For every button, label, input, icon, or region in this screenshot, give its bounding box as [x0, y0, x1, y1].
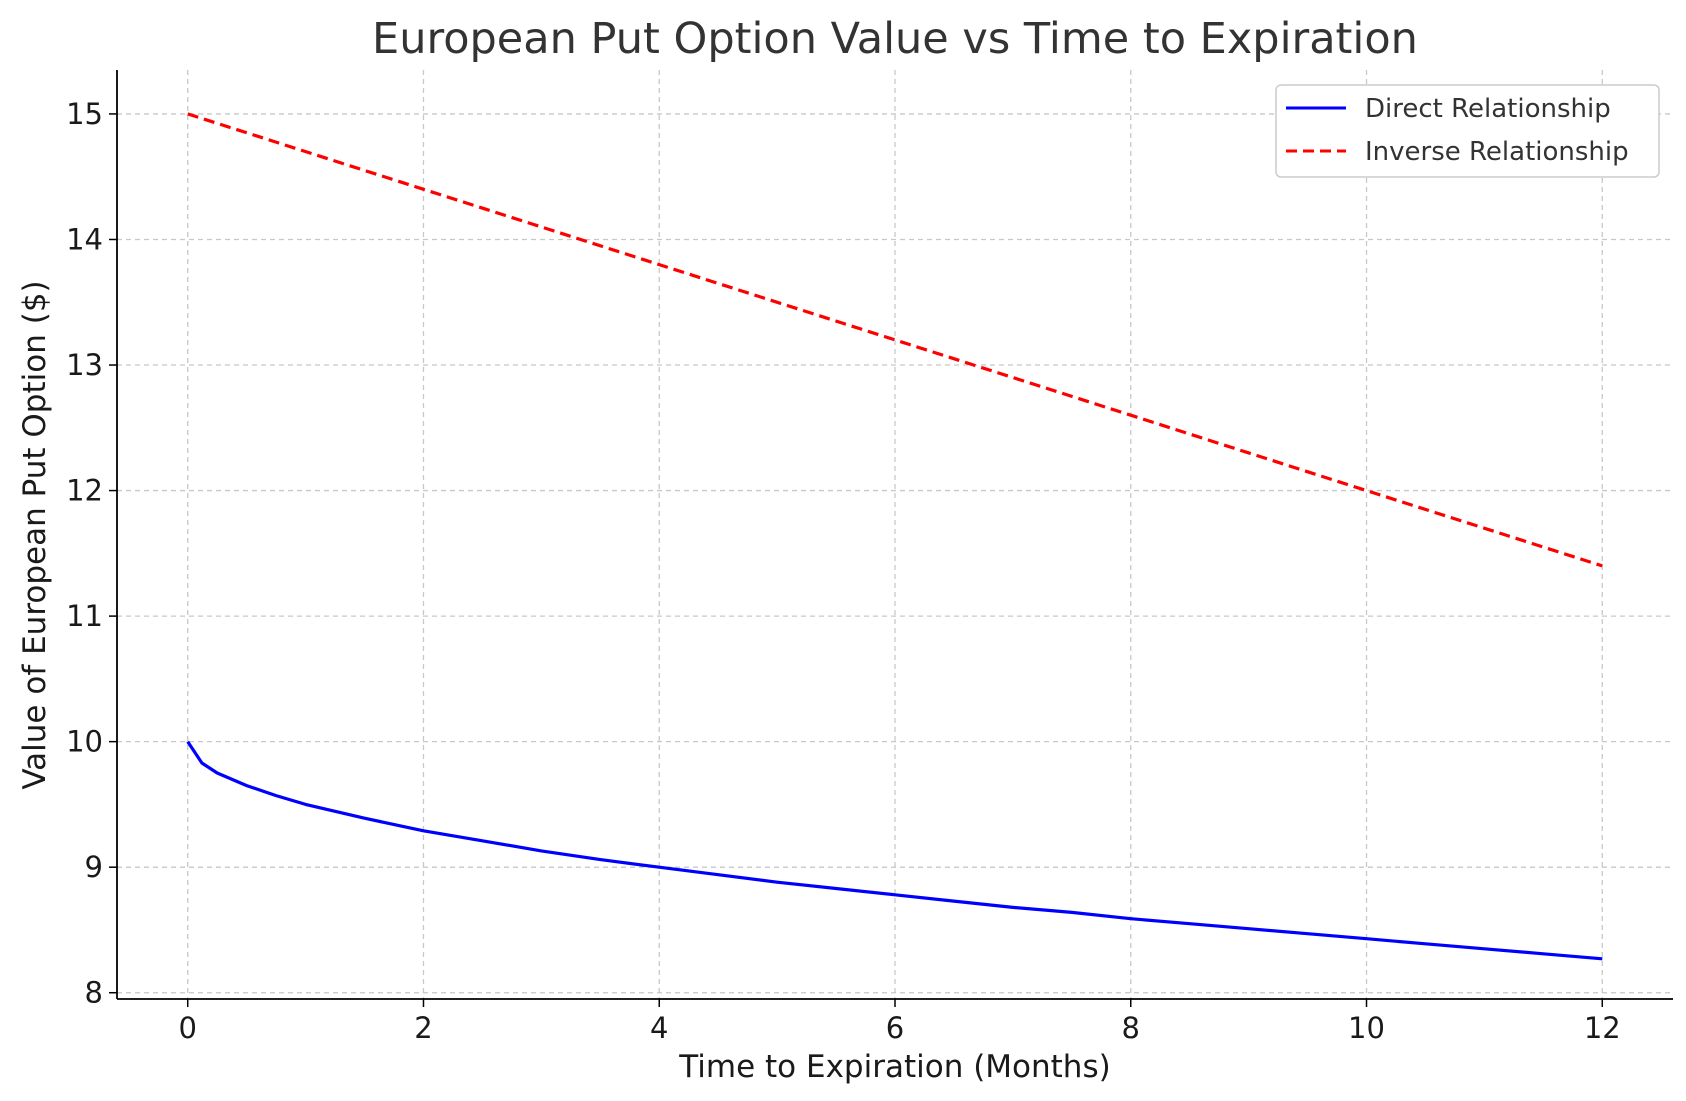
chart-title: European Put Option Value vs Time to Exp…: [372, 14, 1418, 64]
tick-labels: 0 2 4 6 8 10 12 8 9 10 11 12 13 14 15: [66, 97, 1621, 1045]
x-tick-label: 10: [1348, 1011, 1385, 1045]
legend: Direct Relationship Inverse Relationship: [1275, 84, 1660, 178]
x-tick-label: 4: [650, 1011, 668, 1045]
legend-label-inverse: Inverse Relationship: [1365, 137, 1629, 167]
y-tick-label: 9: [85, 850, 103, 884]
legend-box: [1275, 84, 1660, 178]
y-tick-label: 8: [85, 976, 103, 1010]
legend-label-direct: Direct Relationship: [1365, 94, 1611, 124]
y-tick-label: 10: [66, 725, 103, 759]
x-tick-label: 8: [1122, 1011, 1140, 1045]
y-tick-label: 13: [66, 348, 103, 382]
y-tick-label: 14: [66, 222, 103, 256]
x-tick-label: 6: [886, 1011, 904, 1045]
y-tick-label: 12: [66, 474, 103, 508]
series-line-inverse: [187, 112, 1603, 568]
axes: [109, 70, 1673, 1007]
x-tick-label: 0: [179, 1011, 197, 1045]
x-tick-label: 12: [1584, 1011, 1621, 1045]
x-axis-title: Time to Expiration (Months): [678, 1049, 1110, 1085]
y-tick-label: 11: [66, 599, 103, 633]
y-tick-label: 15: [66, 97, 103, 131]
y-axis-title: Value of European Put Option ($): [17, 280, 53, 789]
grid: [117, 70, 1673, 999]
x-tick-label: 2: [414, 1011, 432, 1045]
plot-series: [186, 112, 1603, 961]
series-line-direct: [186, 740, 1603, 961]
